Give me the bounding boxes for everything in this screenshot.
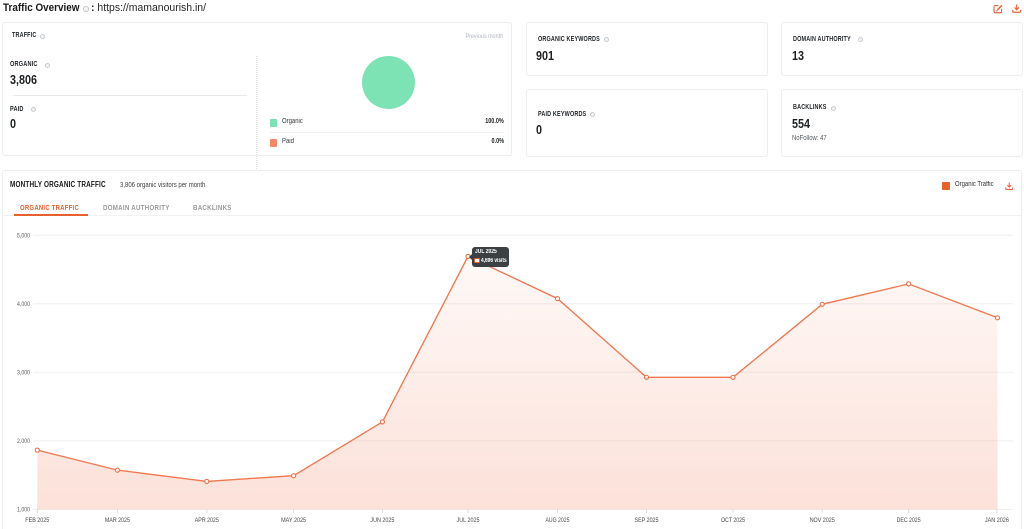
svg-text:JUN 2025: JUN 2025: [370, 518, 395, 524]
svg-text:MAY 2025: MAY 2025: [281, 518, 307, 524]
svg-text:OCT 2025: OCT 2025: [721, 518, 746, 524]
svg-text:DEC 2025: DEC 2025: [897, 518, 922, 524]
svg-text:JUL 2025: JUL 2025: [457, 518, 481, 524]
svg-text:AUG 2025: AUG 2025: [546, 518, 571, 524]
svg-text:5,000: 5,000: [17, 233, 31, 239]
svg-text:MAR 2025: MAR 2025: [105, 518, 131, 524]
svg-text:3,000: 3,000: [17, 370, 31, 376]
svg-text:JAN 2026: JAN 2026: [985, 518, 1010, 524]
svg-text:2,000: 2,000: [17, 439, 31, 445]
svg-text:4,000: 4,000: [17, 302, 31, 308]
svg-text:1,000: 1,000: [17, 507, 31, 513]
svg-text:NOV 2025: NOV 2025: [810, 518, 836, 524]
svg-text:APR 2025: APR 2025: [195, 518, 220, 524]
svg-text:SEP 2025: SEP 2025: [635, 518, 660, 524]
svg-text:FEB 2025: FEB 2025: [25, 518, 50, 524]
